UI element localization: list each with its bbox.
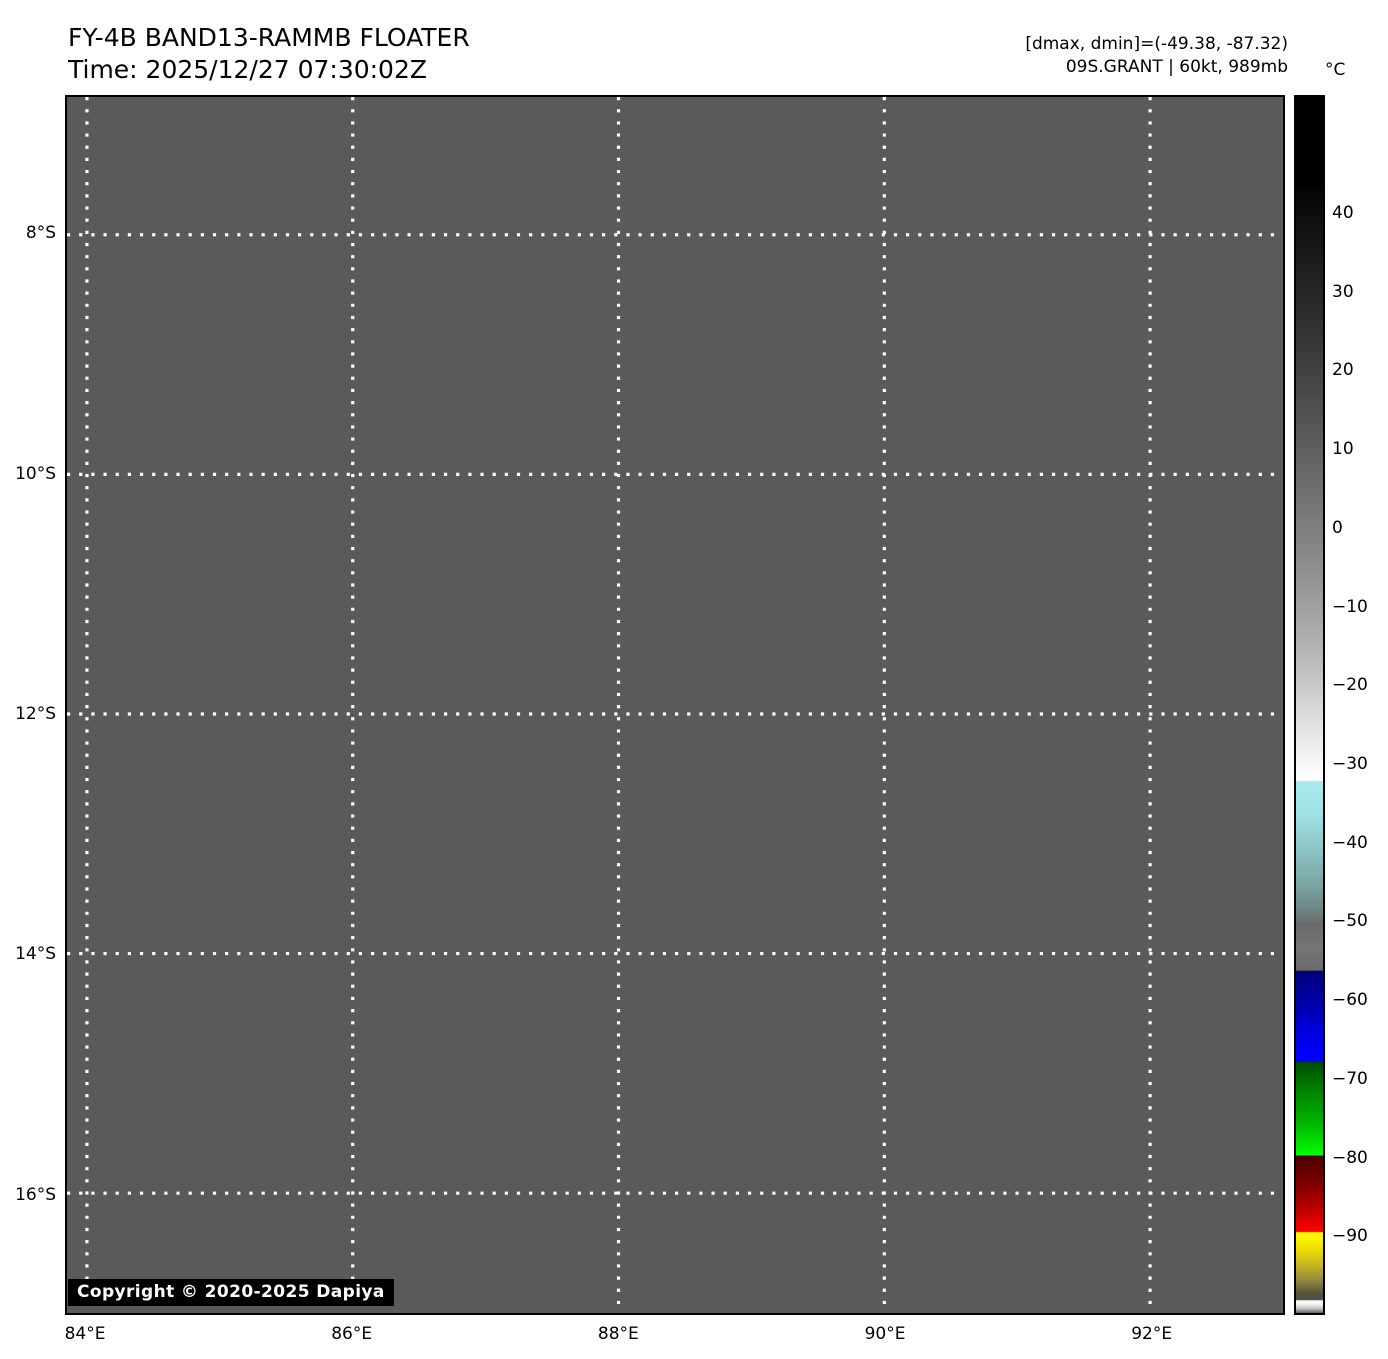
storm-info-label: 09S.GRANT | 60kt, 989mb [1065, 57, 1288, 77]
colorbar-tick-label: 20 [1332, 360, 1354, 381]
latitude-tick-label: 8°S [25, 223, 56, 244]
colorbar-tick-label: −30 [1332, 754, 1368, 775]
colorbar-tick-label: −70 [1332, 1068, 1368, 1089]
timestamp-label: Time: 2025/12/27 07:30:02Z [68, 55, 427, 84]
longitude-tick-label: 84°E [64, 1324, 106, 1344]
longitude-tick-label: 92°E [1131, 1324, 1173, 1344]
colorbar-unit-label: °C [1325, 60, 1346, 80]
longitude-tick-label: 86°E [331, 1324, 373, 1344]
temperature-colorbar [1294, 95, 1325, 1315]
longitude-tick-label: 88°E [597, 1324, 639, 1344]
colorbar-tick-label: 40 [1332, 203, 1354, 224]
colorbar-tick-label: −10 [1332, 596, 1368, 617]
latitude-tick-label: 16°S [15, 1184, 56, 1205]
colorbar-tick-label: −40 [1332, 832, 1368, 853]
header-meta-block: [dmax, dmin]=(-49.38, -87.32) 09S.GRANT … [1025, 33, 1288, 79]
colorbar-tick-label: −90 [1332, 1226, 1368, 1247]
header-title-block: FY-4B BAND13-RAMMB FLOATER Time: 2025/12… [68, 22, 470, 86]
colorbar-tick-label: −60 [1332, 990, 1368, 1011]
product-title: FY-4B BAND13-RAMMB FLOATER [68, 23, 470, 52]
latitude-tick-label: 10°S [15, 463, 56, 484]
latitude-tick-label: 14°S [15, 944, 56, 965]
colorbar-tick-label: −80 [1332, 1147, 1368, 1168]
latitude-tick-label: 12°S [15, 704, 56, 724]
data-range-label: [dmax, dmin]=(-49.38, -87.32) [1025, 34, 1288, 54]
infrared-satellite-imagery [67, 97, 1283, 1313]
colorbar-tick-label: 10 [1332, 439, 1354, 460]
colorbar-tick-label: −20 [1332, 675, 1368, 696]
satellite-image-panel [65, 95, 1285, 1315]
colorbar-tick-label: 0 [1332, 517, 1343, 538]
colorbar-tick-label: 30 [1332, 281, 1354, 302]
colorbar-tick-label: −50 [1332, 911, 1368, 932]
copyright-watermark: Copyright © 2020-2025 Dapiya [68, 1279, 394, 1306]
longitude-tick-label: 90°E [864, 1324, 906, 1344]
